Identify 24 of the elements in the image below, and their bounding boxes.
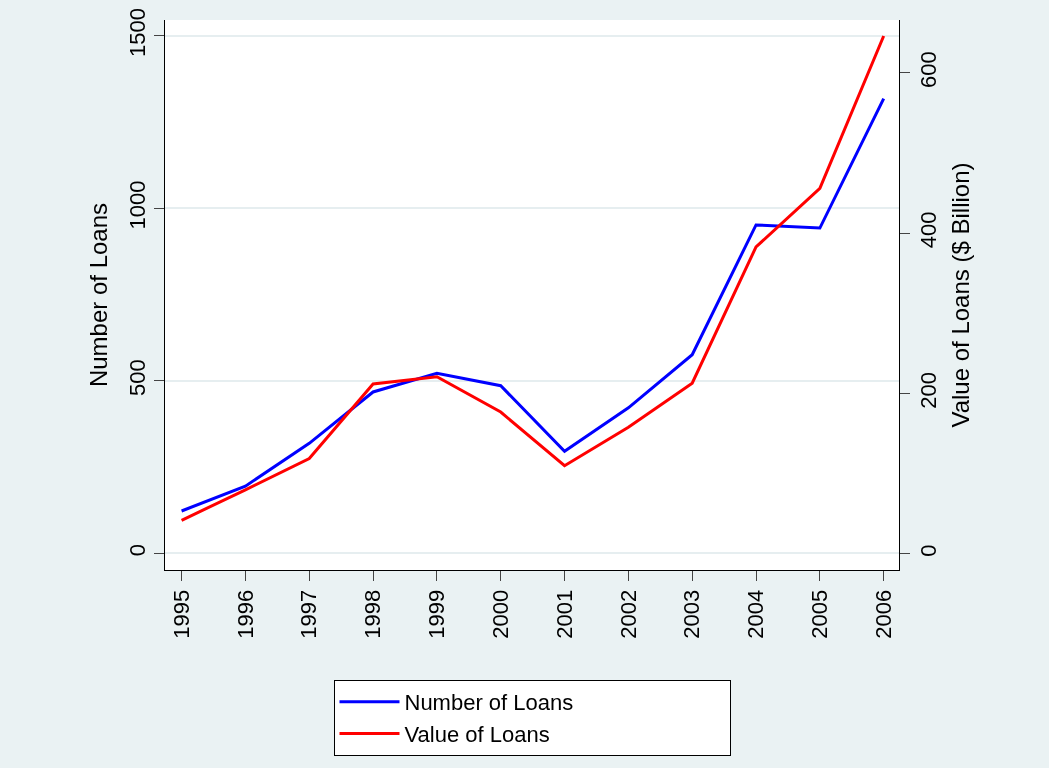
x-tick-label: 2006 bbox=[870, 589, 896, 639]
y-tick-label: 500 bbox=[125, 359, 151, 396]
x-tick-label: 2002 bbox=[615, 589, 641, 639]
x-tick-label: 1997 bbox=[296, 589, 322, 639]
legend-label: Number of Loans bbox=[404, 690, 574, 716]
x-tick-label: 1998 bbox=[360, 589, 386, 639]
y2-axis-title: Value of Loans ($ Billion) bbox=[947, 162, 974, 428]
x-tick-label: 1999 bbox=[424, 589, 450, 639]
y-axis-title: Number of Loans bbox=[85, 202, 112, 388]
x-tick-label: 2003 bbox=[679, 589, 705, 639]
x-tick-label: 2005 bbox=[807, 589, 833, 639]
x-tick-label: 2001 bbox=[551, 589, 577, 639]
legend-label: Value of Loans bbox=[404, 721, 550, 747]
y2-tick-label: 600 bbox=[916, 51, 942, 88]
y-tick-label: 1000 bbox=[125, 180, 151, 230]
y2-tick-label: 0 bbox=[916, 544, 942, 557]
y-tick-label: 1500 bbox=[125, 8, 151, 58]
y-tick-label: 0 bbox=[125, 544, 151, 557]
x-tick-label: 1996 bbox=[232, 589, 258, 639]
y2-tick-label: 200 bbox=[916, 371, 942, 409]
x-tick-label: 2004 bbox=[743, 589, 769, 639]
y2-tick-label: 400 bbox=[916, 211, 942, 249]
x-tick-label: 2000 bbox=[487, 589, 513, 639]
x-tick-label: 1995 bbox=[168, 589, 194, 639]
